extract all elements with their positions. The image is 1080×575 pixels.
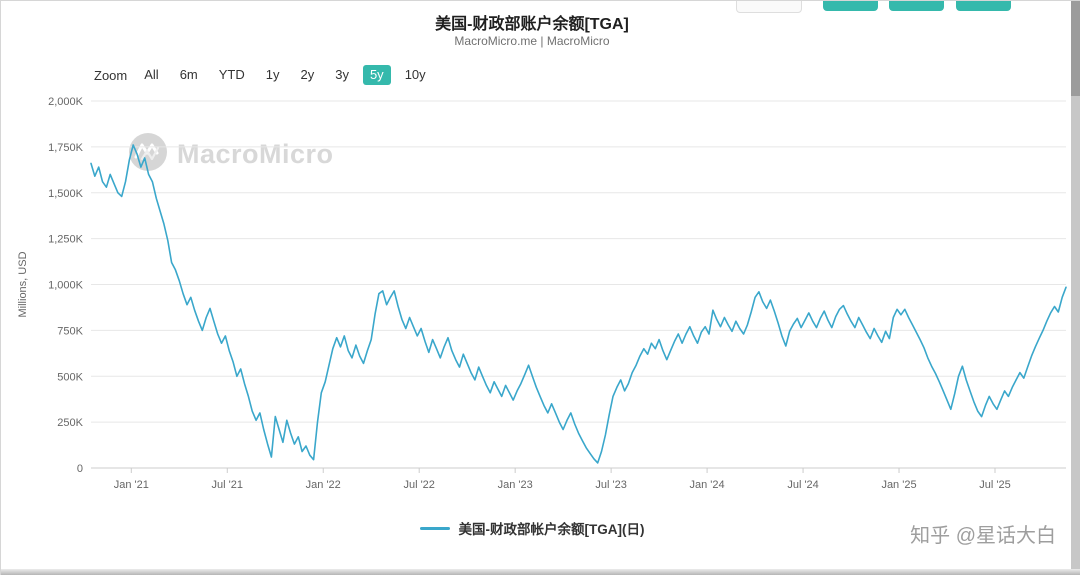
scrollbar-thumb[interactable] <box>1071 1 1080 96</box>
zoom-button-2y[interactable]: 2y <box>300 67 315 82</box>
y-tick-label: 1,750K <box>48 142 84 154</box>
x-tick-label: Jan '25 <box>881 479 916 491</box>
y-tick-label: 1,000K <box>48 280 84 292</box>
x-tick-label: Jul '24 <box>787 479 818 491</box>
series-line <box>90 144 1067 464</box>
zoom-button-10y[interactable]: 10y <box>404 67 426 82</box>
x-tick-label: Jul '21 <box>212 479 243 491</box>
partial-toolbar-button-2[interactable] <box>823 1 878 11</box>
y-tick-label: 0 <box>77 463 83 475</box>
y-tick-label: 1,250K <box>48 234 84 246</box>
partial-toolbar-button-4[interactable] <box>956 1 1011 11</box>
zoom-range-selector: Zoom All 6m YTD 1y 2y 3y 5y 10y <box>94 65 433 85</box>
legend-series-marker <box>419 526 450 530</box>
legend: 美国-财政部帐户余额[TGA](日) <box>1 518 1063 538</box>
zoom-button-all[interactable]: All <box>144 67 159 82</box>
zoom-button-6m[interactable]: 6m <box>179 67 198 82</box>
zoom-label: Zoom <box>94 67 128 83</box>
window-bottom-edge <box>1 569 1080 575</box>
x-tick-label: Jan '24 <box>690 479 725 491</box>
legend-series-label[interactable]: 美国-财政部帐户余额[TGA](日) <box>458 522 645 537</box>
zoom-button-1y[interactable]: 1y <box>265 67 280 82</box>
y-tick-label: 1,500K <box>48 188 84 200</box>
zoom-button-5y[interactable]: 5y <box>362 65 391 85</box>
partial-toolbar-button-1[interactable] <box>736 1 802 13</box>
zhihu-watermark: 知乎 @星话大白 <box>910 525 1056 547</box>
x-tick-label: Jul '22 <box>403 479 434 491</box>
y-tick-label: 750K <box>57 325 83 337</box>
x-tick-label: Jul '25 <box>979 479 1010 491</box>
page-subtitle: MacroMicro.me | MacroMicro <box>454 34 610 48</box>
zoom-button-ytd[interactable]: YTD <box>218 67 245 82</box>
y-tick-label: 2,000K <box>48 96 84 108</box>
zoom-button-3y[interactable]: 3y <box>335 67 349 82</box>
x-tick-label: Jul '23 <box>595 479 626 491</box>
y-tick-label: 500K <box>57 371 83 383</box>
y-axis-title: Millions, USD <box>17 251 29 317</box>
x-tick-label: Jan '21 <box>114 479 149 491</box>
x-tick-label: Jan '23 <box>498 479 533 491</box>
x-tick-label: Jan '22 <box>306 479 341 491</box>
page-title: 美国-财政部账户余额[TGA] <box>435 16 629 33</box>
scrollbar-track[interactable] <box>1071 1 1080 575</box>
partial-toolbar-button-3[interactable] <box>889 1 944 11</box>
y-tick-label: 250K <box>57 417 83 429</box>
